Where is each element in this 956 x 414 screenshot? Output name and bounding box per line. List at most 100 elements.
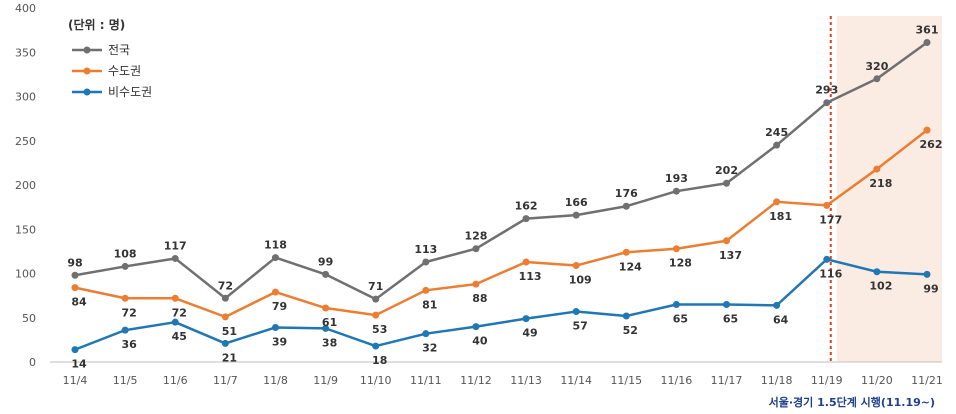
x-tick-label: 11/9 [313,374,338,387]
data-label: 137 [719,249,742,262]
data-label: 53 [372,323,387,336]
data-point [572,262,580,270]
x-tick-label: 11/20 [861,374,893,387]
data-label: 128 [464,230,487,243]
data-point [823,201,831,209]
data-point [271,254,279,262]
data-label: 71 [368,280,383,293]
data-point [622,312,630,320]
y-tick-label: 150 [15,223,36,236]
data-label: 293 [815,84,838,97]
data-label: 39 [272,335,287,348]
data-label: 72 [121,306,136,319]
data-point [923,39,931,47]
data-label: 166 [565,196,588,209]
data-point [672,187,680,195]
data-label: 99 [923,282,938,295]
x-tick-label: 11/18 [761,374,793,387]
data-point [522,258,530,266]
data-point [422,330,430,338]
x-tick-label: 11/10 [360,374,392,387]
data-label: 102 [869,280,892,293]
data-point [472,245,480,253]
data-point [121,326,129,334]
legend-entry: 비수도권 [108,85,152,99]
data-point [923,270,931,278]
data-point [622,248,630,256]
data-label: 118 [264,239,287,252]
data-point [823,255,831,263]
legend-entry: 전국 [108,43,130,57]
x-tick-label: 11/15 [610,374,642,387]
data-point [923,126,931,134]
data-point [221,313,229,321]
data-label: 79 [272,300,287,313]
shaded-region [836,16,942,362]
data-point [773,141,781,149]
data-label: 18 [372,354,387,367]
data-point [71,284,79,292]
data-label: 99 [318,255,333,268]
data-point [422,286,430,294]
data-point [723,179,731,187]
data-point [221,339,229,347]
data-label: 218 [869,177,892,190]
y-tick-label: 100 [15,268,36,281]
data-point [121,294,129,302]
data-point [422,258,430,266]
data-point [672,300,680,308]
data-label: 40 [472,335,488,348]
data-label: 21 [222,351,237,364]
x-tick-label: 11/13 [510,374,542,387]
data-label: 65 [723,312,738,325]
data-label: 113 [414,243,437,256]
series-line [74,129,928,319]
data-label: 117 [164,239,187,252]
y-tick-label: 300 [15,91,36,104]
data-point [572,308,580,316]
data-label: 52 [623,324,638,337]
data-point [873,75,881,83]
data-label: 202 [715,164,738,177]
x-tick-label: 11/6 [163,374,188,387]
data-label: 88 [472,292,487,305]
x-tick-label: 11/14 [560,374,592,387]
data-point [873,268,881,276]
data-point [522,215,530,223]
data-point [322,270,330,278]
x-tick-label: 11/7 [213,374,238,387]
data-label: 45 [172,330,187,343]
data-label: 84 [71,296,87,309]
data-point [71,346,79,354]
x-tick-label: 11/4 [63,374,88,387]
legend-swatch-marker [83,46,91,54]
data-label: 124 [619,260,642,273]
data-label: 262 [920,138,943,151]
x-tick-label: 11/5 [113,374,138,387]
series-line [74,258,928,351]
x-tick-label: 11/19 [811,374,843,387]
series-group [71,39,931,354]
data-point [171,318,179,326]
data-point [572,211,580,219]
data-label: 162 [515,200,538,213]
legend-swatch-marker [83,88,91,96]
legend-entry: 수도권 [108,64,141,78]
x-tick-label: 11/8 [263,374,288,387]
data-label: 116 [819,267,842,280]
data-point [372,342,380,350]
data-label: 181 [769,210,792,223]
x-tick-label: 11/11 [410,374,442,387]
data-label: 193 [665,172,688,185]
data-label: 49 [522,327,537,340]
data-label: 72 [218,279,233,292]
unit-label: (단위 : 명) [68,17,125,32]
legend-swatch-marker [83,67,91,75]
data-point [723,237,731,245]
data-point [171,254,179,262]
y-tick-label: 250 [15,135,36,148]
data-label: 113 [519,270,542,283]
data-point [672,245,680,253]
